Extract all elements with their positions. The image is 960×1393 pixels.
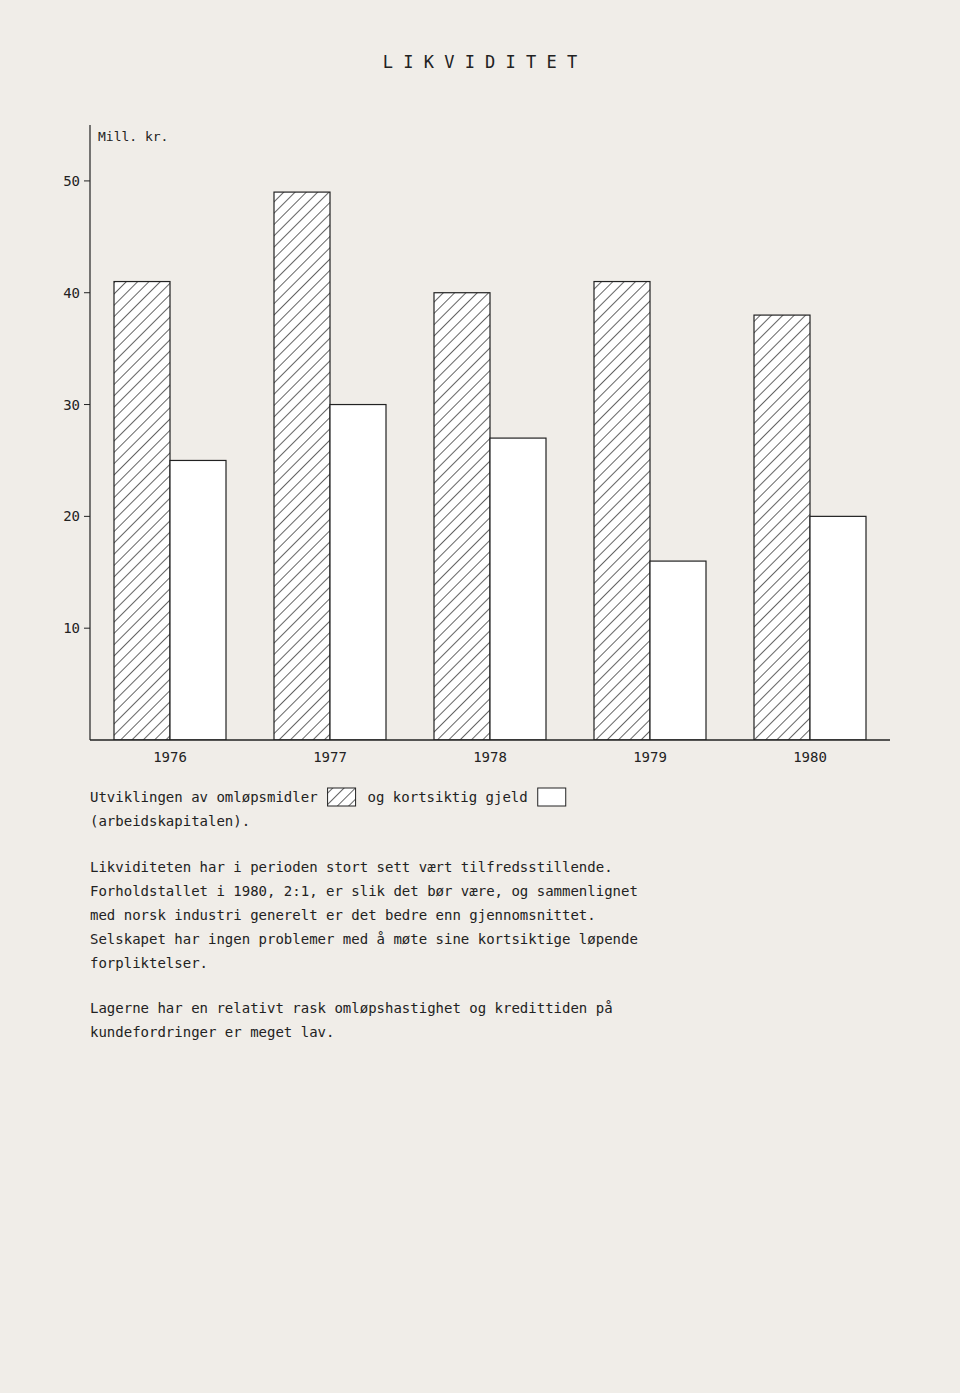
annotation: kundefordringer er meget lav.: [90, 1024, 334, 1040]
chart: L I K V I D I T E T 10 20 30 40 50 1976 1977 197…: [0, 0, 960, 1393]
annotation: med norsk industri generelt er det bedre…: [90, 907, 596, 923]
x-tick-label: 1977: [313, 749, 347, 765]
bar: [114, 282, 170, 740]
bar: [650, 561, 706, 740]
background: [0, 0, 960, 1393]
y-tick-label: 20: [63, 508, 80, 524]
y-tick: [84, 404, 90, 405]
y-tick: [84, 516, 90, 517]
x-tick-label: 1979: [633, 749, 667, 765]
y-tick-label: 30: [63, 397, 80, 413]
bar: [434, 293, 490, 740]
bar: [754, 315, 810, 740]
x-axis: [90, 739, 890, 740]
legend-label: Utviklingen av omløpsmidler: [90, 789, 318, 805]
legend-swatch: [538, 788, 566, 806]
y-tick: [84, 180, 90, 181]
annotation: Forholdstallet i 1980, 2:1, er slik det …: [90, 883, 638, 899]
y-tick: [84, 292, 90, 293]
bar: [274, 192, 330, 740]
bar: [330, 405, 386, 740]
annotation: Lagerne har en relativt rask omløpshasti…: [90, 1000, 613, 1016]
legend-label: og kortsiktig gjeld: [368, 789, 528, 805]
x-tick-label: 1978: [473, 749, 507, 765]
y-tick-label: 10: [63, 620, 80, 636]
x-tick-label: 1980: [793, 749, 827, 765]
y-tick-label: 40: [63, 285, 80, 301]
x-tick-label: 1976: [153, 749, 187, 765]
title: L I K V I D I T E T: [383, 52, 577, 72]
y-tick-label: 50: [63, 173, 80, 189]
bar: [810, 516, 866, 740]
annotation: Selskapet har ingen problemer med å møte…: [90, 931, 638, 947]
legend-swatch: [328, 788, 356, 806]
bars: [114, 192, 866, 740]
y-axis: [89, 125, 90, 740]
annotation: Likviditeten har i perioden stort sett v…: [90, 859, 613, 875]
bar: [170, 460, 226, 740]
bar: [594, 282, 650, 740]
annotation: forpliktelser.: [90, 955, 208, 971]
annotation: (arbeidskapitalen).: [90, 813, 250, 829]
bar: [490, 438, 546, 740]
y-axis-label: Mill. kr.: [98, 129, 168, 144]
y-tick: [84, 628, 90, 629]
